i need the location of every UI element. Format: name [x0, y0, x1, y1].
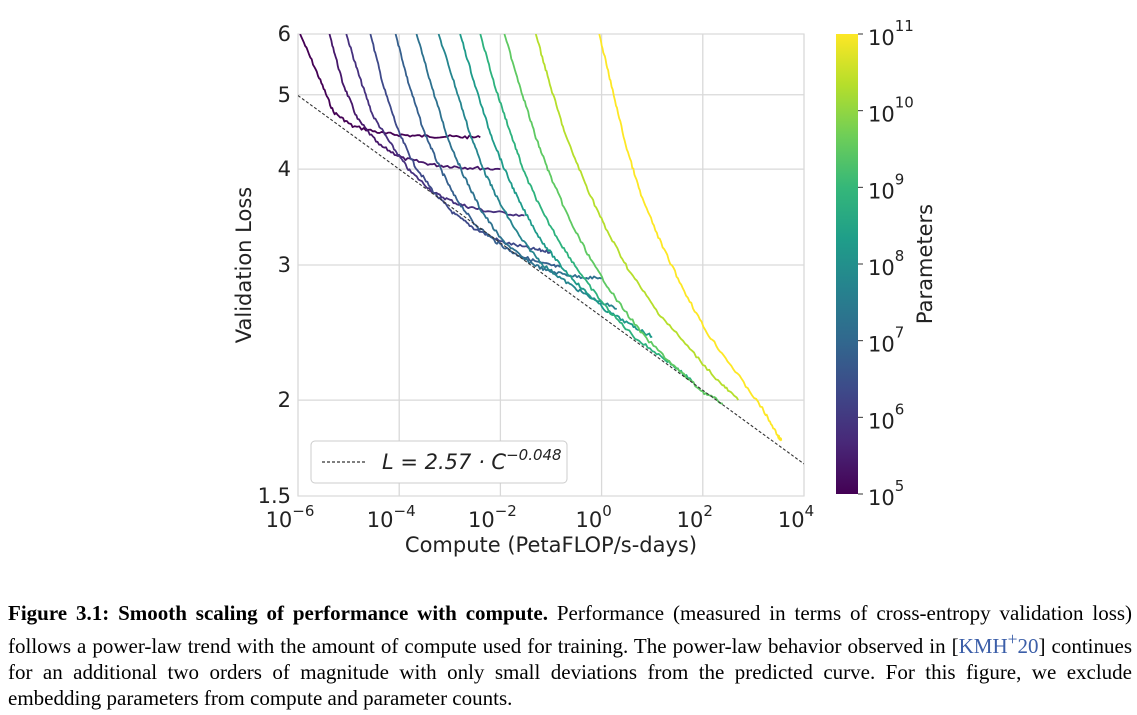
colorbar: 105 106 107 108 109 1010 1011 Parameters: [836, 17, 937, 510]
caption-title: Smooth scaling of performance with compu…: [118, 601, 548, 625]
colorbar-label: Parameters: [913, 204, 937, 324]
legend-exponent: −0.048: [506, 446, 562, 464]
colorbar-gradient: [836, 34, 858, 494]
y-tick-label: 1.5: [258, 484, 291, 508]
power-law-fit: [298, 95, 804, 465]
colorbar-tick-label: 106: [868, 400, 904, 433]
x-tick-label: 10−4: [367, 502, 416, 532]
plot-area: 10−6 10−4 10−2 100 102 104 1.5 2 3 4 5 6 Compute (…: [232, 22, 814, 557]
loss-curve: [598, 34, 783, 442]
legend: L = 2.57 · C−0.048: [310, 440, 568, 484]
caption-label: Figure 3.1:: [8, 601, 110, 625]
colorbar-tick-label: 1010: [868, 94, 914, 127]
legend-formula: L = 2.57 · C: [382, 450, 506, 474]
legend-label: L = 2.57 · C−0.048: [382, 446, 562, 474]
x-axis-label: Compute (PetaFLOP/s-days): [405, 533, 697, 557]
y-tick-label: 4: [278, 157, 291, 181]
y-tick-labels: 1.5 2 3 4 5 6: [258, 22, 291, 508]
figure-caption: Figure 3.1: Smooth scaling of performanc…: [8, 600, 1132, 711]
citation-sup: +: [1007, 629, 1018, 649]
citation-base: KMH: [958, 634, 1008, 658]
loss-curve: [534, 34, 739, 401]
loss-curve: [479, 34, 693, 382]
loss-curves: [299, 34, 783, 442]
loss-curve: [299, 34, 481, 140]
x-tick-label: 102: [677, 502, 713, 532]
loss-curve: [394, 34, 561, 268]
citation-link[interactable]: KMH+20: [958, 629, 1039, 658]
fit-line: [298, 95, 804, 465]
loss-curve: [369, 34, 552, 254]
scaling-chart-figure: 10−6 10−4 10−2 100 102 104 1.5 2 3 4 5 6 Compute (…: [232, 17, 937, 557]
x-tick-label: 100: [575, 502, 611, 532]
loss-curve: [503, 34, 723, 405]
loss-curve: [345, 34, 525, 217]
caption-text-1: Performance (measured in terms of cross-…: [8, 601, 1133, 658]
loss-curve: [437, 34, 617, 310]
y-tick-label: 5: [278, 83, 291, 107]
legend-box: [310, 440, 568, 484]
colorbar-tick-label: 109: [868, 170, 904, 203]
y-tick-label: 6: [278, 22, 291, 46]
y-tick-label: 2: [278, 388, 291, 412]
colorbar-tick-label: 108: [868, 247, 904, 280]
y-tick-label: 3: [278, 253, 291, 277]
y-axis-label: Validation Loss: [232, 187, 256, 343]
x-tick-label: 10−6: [266, 502, 315, 532]
x-tick-label: 10−2: [468, 502, 517, 532]
colorbar-tick-label: 1011: [868, 17, 914, 50]
colorbar-tick-label: 105: [868, 477, 904, 510]
x-tick-label: 104: [778, 502, 814, 532]
x-tick-labels: 10−6 10−4 10−2 100 102 104: [266, 502, 815, 532]
caption-text-2: ] continues for an additional two orders…: [8, 634, 1133, 710]
colorbar-tick-label: 107: [868, 324, 904, 357]
loss-curve: [415, 34, 602, 280]
colorbar-ticks: 105 106 107 108 109 1010 1011: [858, 17, 914, 510]
citation-year: 20: [1017, 634, 1039, 658]
